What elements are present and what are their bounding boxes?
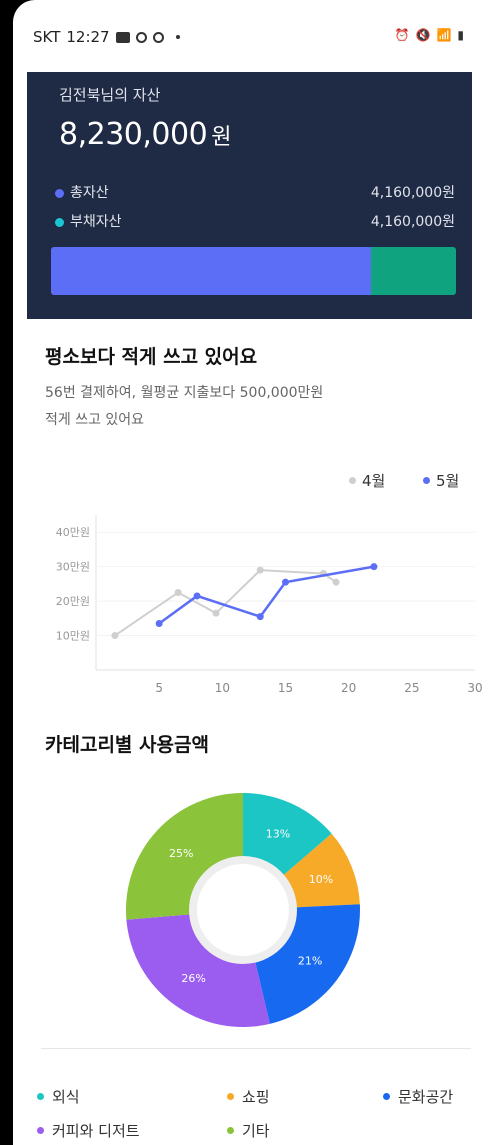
data-point-april	[174, 589, 182, 596]
donut-slice-label: 21%	[298, 954, 322, 967]
spending-description-line: 적게 쓰고 있어요	[45, 412, 145, 428]
legend-item-shopping[interactable]: 쇼핑	[227, 1086, 270, 1107]
asset-owner-label: 김전북님의 자산	[59, 86, 161, 104]
asset-total-value: 8,230,000	[59, 117, 208, 152]
legend-label: 쇼핑	[242, 1088, 270, 1106]
data-point-may	[282, 578, 289, 586]
donut-slice	[243, 793, 332, 878]
category-donut-chart: 13% 10% 21% 26% 25%	[125, 793, 360, 1027]
asset-row-label: 총자산	[70, 185, 109, 201]
wifi-icon: 📶	[436, 28, 452, 42]
status-right: ⏰ 🔇 📶 ▮	[395, 28, 464, 42]
battery-icon: ▮	[457, 28, 464, 42]
may-dot-icon	[423, 477, 430, 484]
x-tick-label: 10	[215, 681, 230, 695]
asset-ratio-total-segment	[51, 247, 371, 295]
spending-line-chart: 40만원 30만원 20만원 10만원 5 10 15 20 25 30	[56, 515, 483, 695]
status-left: SKT 12:27	[33, 28, 180, 46]
donut-slice	[280, 833, 360, 908]
shopping-dot-icon	[227, 1093, 234, 1100]
asset-row-total: 총자산 4,160,000원	[55, 182, 455, 202]
series-line-may	[158, 565, 375, 625]
donut-slice-label: 13%	[266, 828, 290, 841]
data-point-april	[111, 632, 119, 640]
category-title: 카테고리별 사용금액	[45, 734, 209, 756]
y-tick-label: 30만원	[56, 561, 90, 574]
donut-hole	[189, 856, 297, 964]
asset-card[interactable]: 김전북님의 자산 8,230,000 원 총자산 4,160,000원 부채자산 …	[27, 72, 472, 319]
donut-slice-label: 25%	[169, 847, 193, 860]
x-tick-label: 20	[341, 681, 356, 695]
asset-row-debt: 부채자산 4,160,000원	[55, 211, 455, 231]
notification-dot-icon	[175, 35, 180, 39]
culture-dot-icon	[383, 1093, 390, 1100]
phone-screen: SKT 12:27 ⏰ 🔇 📶 ▮ 김전북님의 자산 8,230,000 원 총자…	[13, 0, 494, 1145]
data-point-april	[256, 566, 264, 574]
status-bar: SKT 12:27 ⏰ 🔇 📶 ▮	[13, 0, 494, 72]
debt-asset-dot-icon	[55, 217, 64, 227]
x-tick-label: 5	[155, 681, 163, 695]
asset-ratio-bar	[51, 247, 456, 295]
legend-item-etc[interactable]: 기타	[227, 1120, 270, 1141]
april-dot-icon	[349, 477, 356, 484]
chat-icon	[135, 31, 147, 43]
mute-icon: 🔇	[415, 28, 431, 42]
donut-slice	[125, 793, 243, 920]
y-tick-label: 20만원	[56, 595, 90, 608]
legend-may-label: 5월	[436, 472, 460, 490]
legend-label: 기타	[242, 1122, 270, 1140]
data-point-april	[332, 578, 340, 586]
legend-april: 4월	[349, 470, 385, 491]
gallery-icon	[115, 31, 130, 43]
total-asset-dot-icon	[55, 188, 64, 198]
carrier-label: SKT	[33, 28, 61, 46]
legend-item-coffee[interactable]: 커피와 디저트	[37, 1120, 140, 1141]
legend-label: 외식	[52, 1088, 80, 1106]
coffee-dot-icon	[37, 1127, 44, 1134]
legend-label: 커피와 디저트	[52, 1122, 140, 1140]
legend-item-dining[interactable]: 외식	[37, 1086, 80, 1107]
asset-ratio-debt-segment	[370, 247, 456, 295]
data-point-may	[256, 613, 264, 621]
etc-dot-icon	[227, 1127, 234, 1134]
legend-label: 문화공간	[398, 1088, 454, 1106]
x-tick-label: 25	[404, 681, 419, 695]
legend-april-label: 4월	[362, 472, 386, 490]
legend-item-culture[interactable]: 문화공간	[383, 1086, 453, 1107]
x-tick-label: 15	[278, 681, 293, 695]
data-point-may	[155, 620, 163, 627]
spending-title: 평소보다 적게 쓰고 있어요	[45, 346, 258, 368]
spending-description-line: 56번 결제하여, 월평균 지출보다 500,000만원	[45, 385, 324, 401]
circle-icon	[152, 31, 164, 43]
data-point-may	[193, 592, 201, 600]
asset-row-value: 4,160,000원	[370, 214, 455, 230]
asset-total-unit: 원	[211, 125, 231, 150]
x-tick-label: 30	[467, 681, 482, 695]
asset-total-amount: 8,230,000 원	[59, 117, 231, 152]
dining-dot-icon	[37, 1093, 44, 1100]
donut-slice-label: 26%	[181, 972, 205, 985]
spending-description: 56번 결제하여, 월평균 지출보다 500,000만원 적게 쓰고 있어요	[45, 380, 465, 434]
y-tick-label: 10만원	[56, 630, 90, 643]
divider	[41, 1048, 471, 1049]
legend-may: 5월	[423, 470, 459, 491]
alarm-icon: ⏰	[394, 28, 410, 42]
asset-row-value: 4,160,000원	[370, 185, 455, 201]
clock: 12:27	[66, 28, 110, 46]
data-point-april	[212, 609, 220, 617]
donut-slice-label: 10%	[309, 873, 333, 886]
donut-slice	[254, 904, 360, 1024]
donut-slice	[126, 914, 270, 1027]
data-point-may	[370, 563, 378, 571]
asset-row-label: 부채자산	[70, 214, 122, 230]
y-tick-label: 40만원	[56, 526, 90, 539]
